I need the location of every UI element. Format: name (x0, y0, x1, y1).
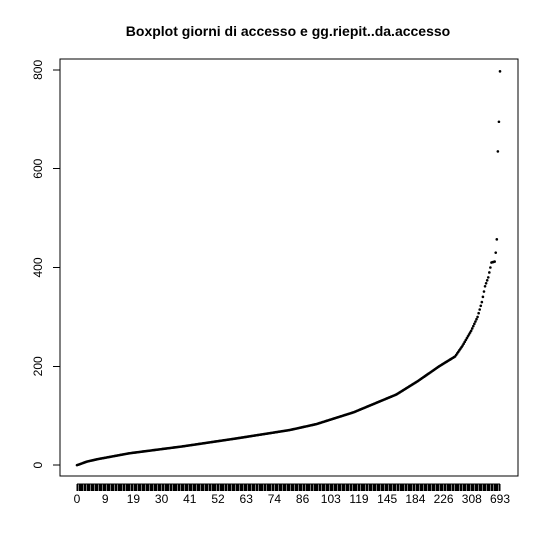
data-point (476, 315, 479, 319)
y-tick-label: 800 (31, 60, 45, 80)
data-point (495, 238, 499, 241)
x-axis: 0 9 19 30 41 52 63 74 86 103 119 145 184 226 308 693 (74, 483, 510, 506)
y-tick-label: 200 (31, 356, 45, 376)
data-point (479, 304, 483, 308)
data-point (484, 282, 488, 285)
x-tick-label: 74 (268, 492, 282, 506)
x-tick-label: 226 (434, 492, 454, 506)
x-tick-label: 52 (211, 492, 225, 506)
x-tick-label: 63 (240, 492, 254, 506)
x-tick-label: 9 (102, 492, 109, 506)
data-point (488, 271, 491, 274)
data-point (482, 290, 486, 293)
x-tick-label: 119 (349, 492, 368, 506)
data-points (75, 70, 502, 467)
plot-area-border (59, 58, 519, 477)
data-point (489, 266, 492, 269)
x-tick-label: 0 (74, 492, 81, 506)
data-point (473, 322, 476, 326)
data-point (475, 317, 478, 321)
x-tick-label: 41 (183, 492, 197, 506)
x-tick-label: 30 (155, 492, 169, 506)
data-point (477, 311, 480, 315)
data-point (483, 284, 487, 288)
data-point (480, 300, 484, 304)
x-tick-label: 145 (377, 492, 397, 506)
data-point (496, 150, 500, 153)
data-point (470, 327, 474, 330)
x-tick-label: 86 (296, 492, 310, 506)
x-tick-label: 103 (321, 492, 341, 506)
data-point (494, 251, 498, 254)
x-tick-label: 19 (127, 492, 141, 506)
y-axis: 0 200 400 600 800 (31, 60, 61, 468)
y-tick-label: 400 (31, 257, 45, 277)
data-point (486, 276, 490, 279)
chart-title: Boxplot giorni di accesso e gg.riepit..d… (126, 23, 450, 39)
data-point (485, 279, 489, 282)
data-point (472, 324, 475, 328)
data-point (498, 70, 502, 73)
data-point (478, 308, 482, 311)
data-point (474, 320, 477, 323)
y-tick-label: 600 (31, 158, 45, 178)
data-point (469, 329, 473, 333)
data-point (493, 260, 496, 263)
data-point (497, 120, 501, 124)
data-point (481, 295, 485, 299)
x-tick-label: 693 (490, 492, 510, 506)
y-tick-label: 0 (31, 461, 45, 468)
x-tick-label: 308 (462, 492, 482, 506)
x-tick-label: 184 (405, 492, 425, 506)
